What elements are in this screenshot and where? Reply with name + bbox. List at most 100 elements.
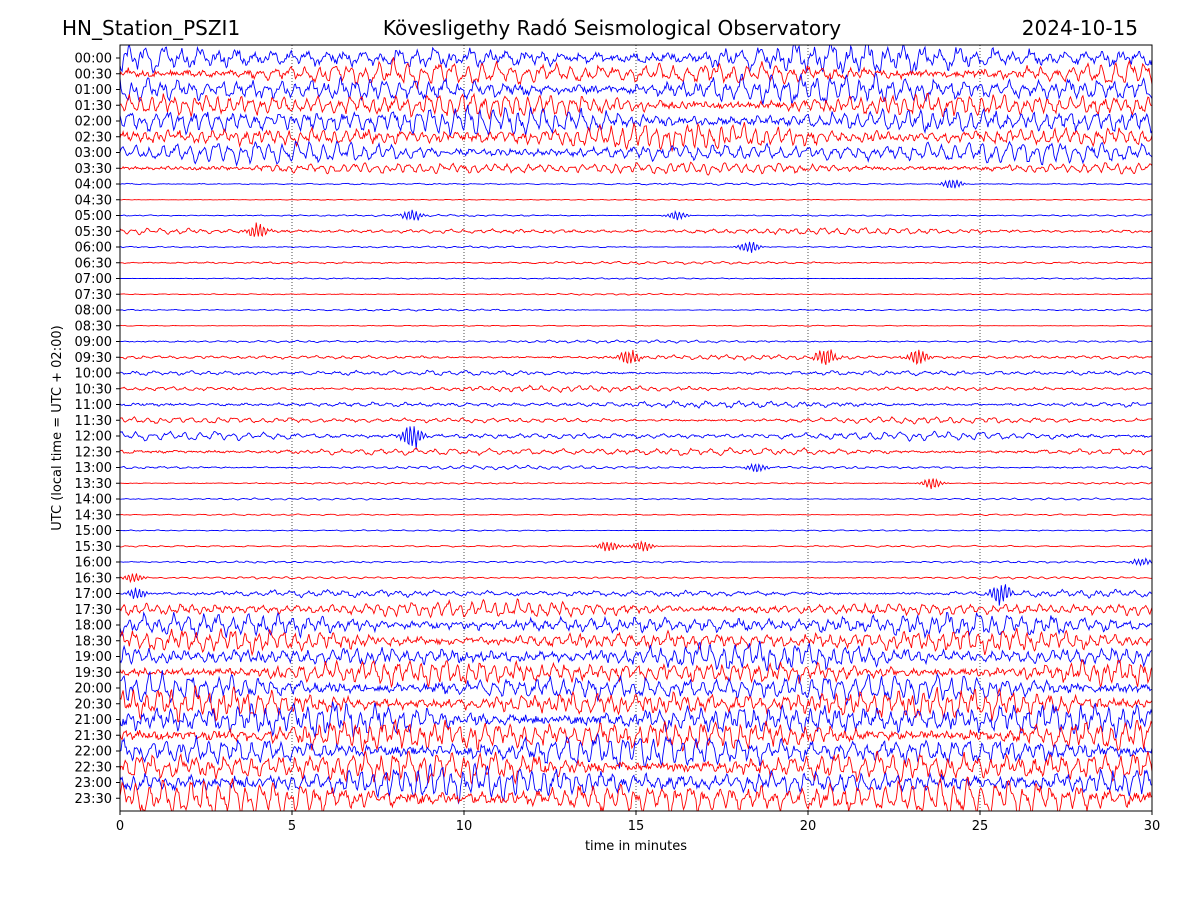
row-label: 20:30 [75,697,112,712]
trace-0100 [120,71,1152,105]
row-label: 02:30 [75,130,112,145]
station-name: HN_Station_PSZI1 [62,16,240,40]
row-label: 00:30 [75,67,112,82]
row-label: 09:30 [75,351,112,366]
trace-1500 [120,529,1152,532]
trace-1030 [120,384,1152,394]
chart-date: 2024-10-15 [1022,16,1138,40]
trace-0400 [120,179,1152,189]
row-label: 07:30 [75,288,112,303]
trace-1300 [120,462,1152,473]
row-label: 08:00 [75,304,112,319]
row-label: 14:00 [75,493,112,508]
trace-1200 [120,426,1152,450]
plot-frame [119,44,1153,812]
row-label: 04:30 [75,193,112,208]
trace-0930 [120,349,1152,366]
trace-1130 [120,416,1152,425]
row-label: 22:30 [75,760,112,775]
observatory-title: Kövesligethy Radó Seismological Observat… [383,16,841,40]
trace-1730 [120,598,1152,619]
trace-1830 [120,627,1152,657]
trace-2230 [120,750,1152,786]
row-label: 03:00 [75,146,112,161]
trace-0330 [120,161,1152,176]
row-time-labels: 00:0000:3001:0001:3002:0002:3003:0003:30… [75,52,120,807]
row-label: 09:00 [75,335,112,350]
x-tick-label: 30 [1144,819,1161,834]
row-label: 21:00 [75,713,112,728]
trace-2300 [120,762,1152,805]
x-axis-ticks: 0 5 10 15 20 25 30 [116,811,1160,834]
trace-1900 [120,640,1152,672]
trace-0700 [120,277,1152,280]
trace-1630 [120,573,1152,584]
trace-1330 [120,478,1152,490]
row-label: 11:00 [75,398,112,413]
row-label: 06:30 [75,256,112,271]
row-label: 01:00 [75,83,112,98]
trace-0300 [120,140,1152,167]
trace-0130 [120,92,1152,120]
trace-2000 [120,670,1152,706]
row-label: 05:00 [75,209,112,224]
row-label: 06:00 [75,241,112,256]
y-axis-label: UTC (local time = UTC + 02:00) [50,325,65,530]
row-label: 21:30 [75,729,112,744]
trace-0530 [120,222,1152,238]
trace-1230 [120,446,1152,457]
x-tick-label: 25 [972,819,989,834]
row-label: 18:30 [75,634,112,649]
trace-0600 [120,241,1152,253]
row-label: 14:30 [75,508,112,523]
x-tick-label: 20 [800,819,817,834]
row-label: 13:00 [75,461,112,476]
trace-2200 [120,732,1152,769]
trace-0030 [120,57,1152,90]
trace-1600 [120,557,1152,567]
row-label: 19:00 [75,650,112,665]
row-label: 01:30 [75,99,112,114]
time-gridlines [291,45,981,811]
row-label: 15:30 [75,540,112,555]
row-label: 10:30 [75,382,112,397]
row-label: 17:00 [75,587,112,602]
row-label: 18:00 [75,619,112,634]
row-label: 19:30 [75,666,112,681]
trace-0630 [120,260,1152,265]
row-label: 17:30 [75,603,112,618]
row-label: 16:30 [75,571,112,586]
row-label: 10:00 [75,367,112,382]
row-label: 22:00 [75,745,112,760]
row-label: 15:00 [75,524,112,539]
trace-1100 [120,400,1152,409]
row-label: 11:30 [75,414,112,429]
trace-1530 [120,540,1152,552]
row-label: 23:30 [75,792,112,807]
trace-0230 [120,122,1152,153]
row-label: 23:00 [75,776,112,791]
trace-0000 [120,45,1152,75]
x-tick-label: 5 [288,819,296,834]
row-label: 20:00 [75,682,112,697]
row-label: 03:30 [75,162,112,177]
trace-0430 [120,198,1152,201]
trace-0800 [120,308,1152,312]
trace-1430 [120,513,1152,517]
row-label: 02:00 [75,115,112,130]
trace-0900 [120,339,1152,344]
trace-2130 [120,718,1152,752]
row-label: 12:00 [75,430,112,445]
row-label: 05:30 [75,225,112,240]
row-label: 12:30 [75,445,112,460]
trace-1800 [120,611,1152,639]
row-label: 07:00 [75,272,112,287]
trace-2330 [120,776,1152,811]
row-label: 13:30 [75,477,112,492]
x-axis-label: time in minutes [585,839,687,854]
row-label: 00:00 [75,52,112,67]
trace-1000 [120,369,1152,377]
trace-0830 [120,324,1152,327]
x-tick-label: 0 [116,819,124,834]
